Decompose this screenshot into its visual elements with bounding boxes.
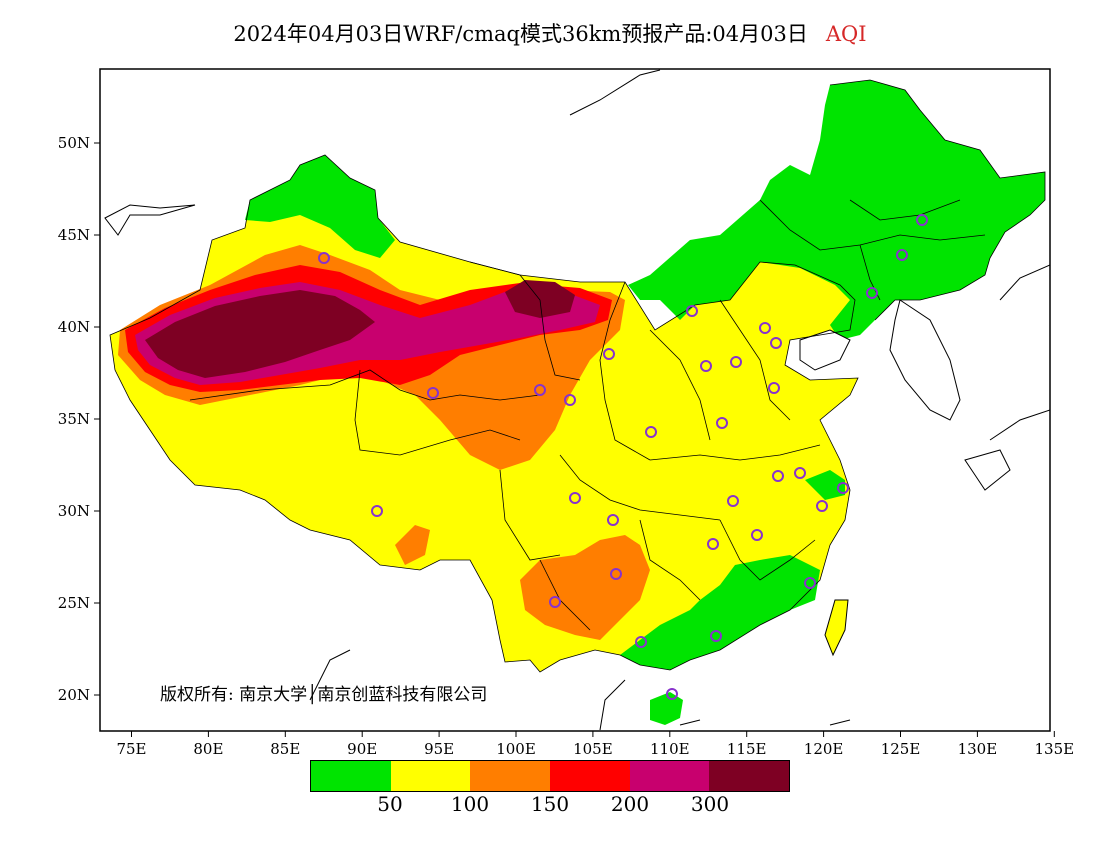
city-marker (427, 387, 439, 399)
x-tick-label: 135E (1035, 740, 1075, 758)
city-marker (916, 214, 928, 226)
city-marker (716, 417, 728, 429)
region-usg-southwest (520, 535, 650, 640)
city-marker (751, 529, 763, 541)
coastline-okhotsk (569, 69, 661, 116)
legend-swatch (311, 761, 391, 791)
x-tick-label: 125E (881, 740, 921, 758)
x-tick-label: 110E (650, 740, 690, 758)
region-good-south (620, 555, 820, 670)
city-marker (666, 688, 678, 700)
x-tick-label: 115E (727, 740, 767, 758)
x-tick-label: 120E (804, 740, 844, 758)
legend-swatch (709, 761, 790, 791)
x-tick-label: 105E (573, 740, 613, 758)
city-marker (700, 360, 712, 372)
legend-label: 200 (610, 792, 650, 816)
city-marker (710, 630, 722, 642)
city-marker (772, 470, 784, 482)
city-marker (534, 384, 546, 396)
region-usg-tibet (395, 525, 430, 565)
map-regions (104, 69, 1050, 731)
city-marker (686, 305, 698, 317)
city-marker (816, 500, 828, 512)
city-marker (768, 382, 780, 394)
x-tick-label: 100E (496, 740, 536, 758)
city-marker (569, 492, 581, 504)
city-marker (707, 538, 719, 550)
city-marker (896, 249, 908, 261)
copyright-notice: 版权所有: 南京大学│南京创蓝科技有限公司 (160, 685, 488, 705)
city-markers (318, 214, 928, 700)
x-tick-label: 85E (270, 740, 300, 758)
coastline-bohai (799, 329, 851, 371)
y-tick-label: 50N (58, 134, 90, 152)
map-title: 2024年04月03日WRF/cmaq模式36km预报产品:04月03日 AQI (0, 18, 1100, 48)
coastline-indochina (309, 649, 851, 731)
x-tick-label: 130E (958, 740, 998, 758)
x-axis: 75E 80E 85E 90E 95E 100E 105E 110E 115E 120E 125E 1… (116, 731, 1074, 758)
y-tick-label: 20N (58, 686, 90, 704)
region-hazardous-alxa (505, 280, 575, 318)
island-taiwan (824, 599, 849, 657)
city-marker (645, 426, 657, 438)
y-tick-label: 35N (58, 410, 90, 428)
city-marker (759, 322, 771, 334)
plot-frame (99, 68, 1051, 732)
title-main: 2024年04月03日WRF/cmaq模式36km预报产品:04月03日 (233, 22, 808, 46)
legend-labels: 50 100 150 200 300 (0, 792, 1100, 818)
title-variable: AQI (825, 22, 867, 46)
y-tick-label: 40N (58, 318, 90, 336)
x-tick-label: 95E (424, 740, 454, 758)
y-axis: 50N 45N 40N 35N 30N 25N 20N (58, 134, 100, 704)
province-boundaries (109, 79, 1046, 673)
x-tick-label: 75E (116, 740, 146, 758)
city-marker (837, 482, 849, 494)
coastline-caspian (104, 204, 196, 236)
y-tick-label: 30N (58, 502, 90, 520)
legend-swatch (629, 761, 710, 791)
legend-swatch (470, 761, 551, 791)
city-marker (610, 568, 622, 580)
city-marker (794, 467, 806, 479)
region-hazardous-taklamakan (145, 290, 375, 378)
city-marker (730, 356, 742, 368)
legend-label: 150 (530, 792, 570, 816)
city-marker (866, 287, 878, 299)
city-marker (607, 514, 619, 526)
x-tick-label: 90E (347, 740, 377, 758)
city-marker (603, 348, 615, 360)
x-tick-label: 80E (193, 740, 223, 758)
city-marker (318, 252, 330, 264)
coastline-korea (889, 299, 961, 421)
city-marker (549, 596, 561, 608)
region-good-northeast (628, 80, 1045, 340)
legend-label: 50 (377, 792, 403, 816)
legend-label: 300 (690, 792, 730, 816)
y-tick-label: 45N (58, 226, 90, 244)
city-marker (371, 505, 383, 517)
region-good-hainan (650, 692, 683, 725)
city-marker (635, 636, 647, 648)
legend-swatch (550, 761, 630, 791)
coastline-japan (964, 409, 1050, 491)
legend-swatch (390, 761, 471, 791)
city-marker (804, 577, 816, 589)
city-marker (770, 337, 782, 349)
city-marker (727, 495, 739, 507)
region-good-northwest (245, 155, 395, 258)
region-good-yangtze (805, 470, 845, 500)
legend-label: 100 (450, 792, 490, 816)
y-tick-label: 25N (58, 594, 90, 612)
city-marker (564, 394, 576, 406)
aqi-legend (310, 760, 790, 792)
coastline-sakhalin (999, 264, 1050, 301)
